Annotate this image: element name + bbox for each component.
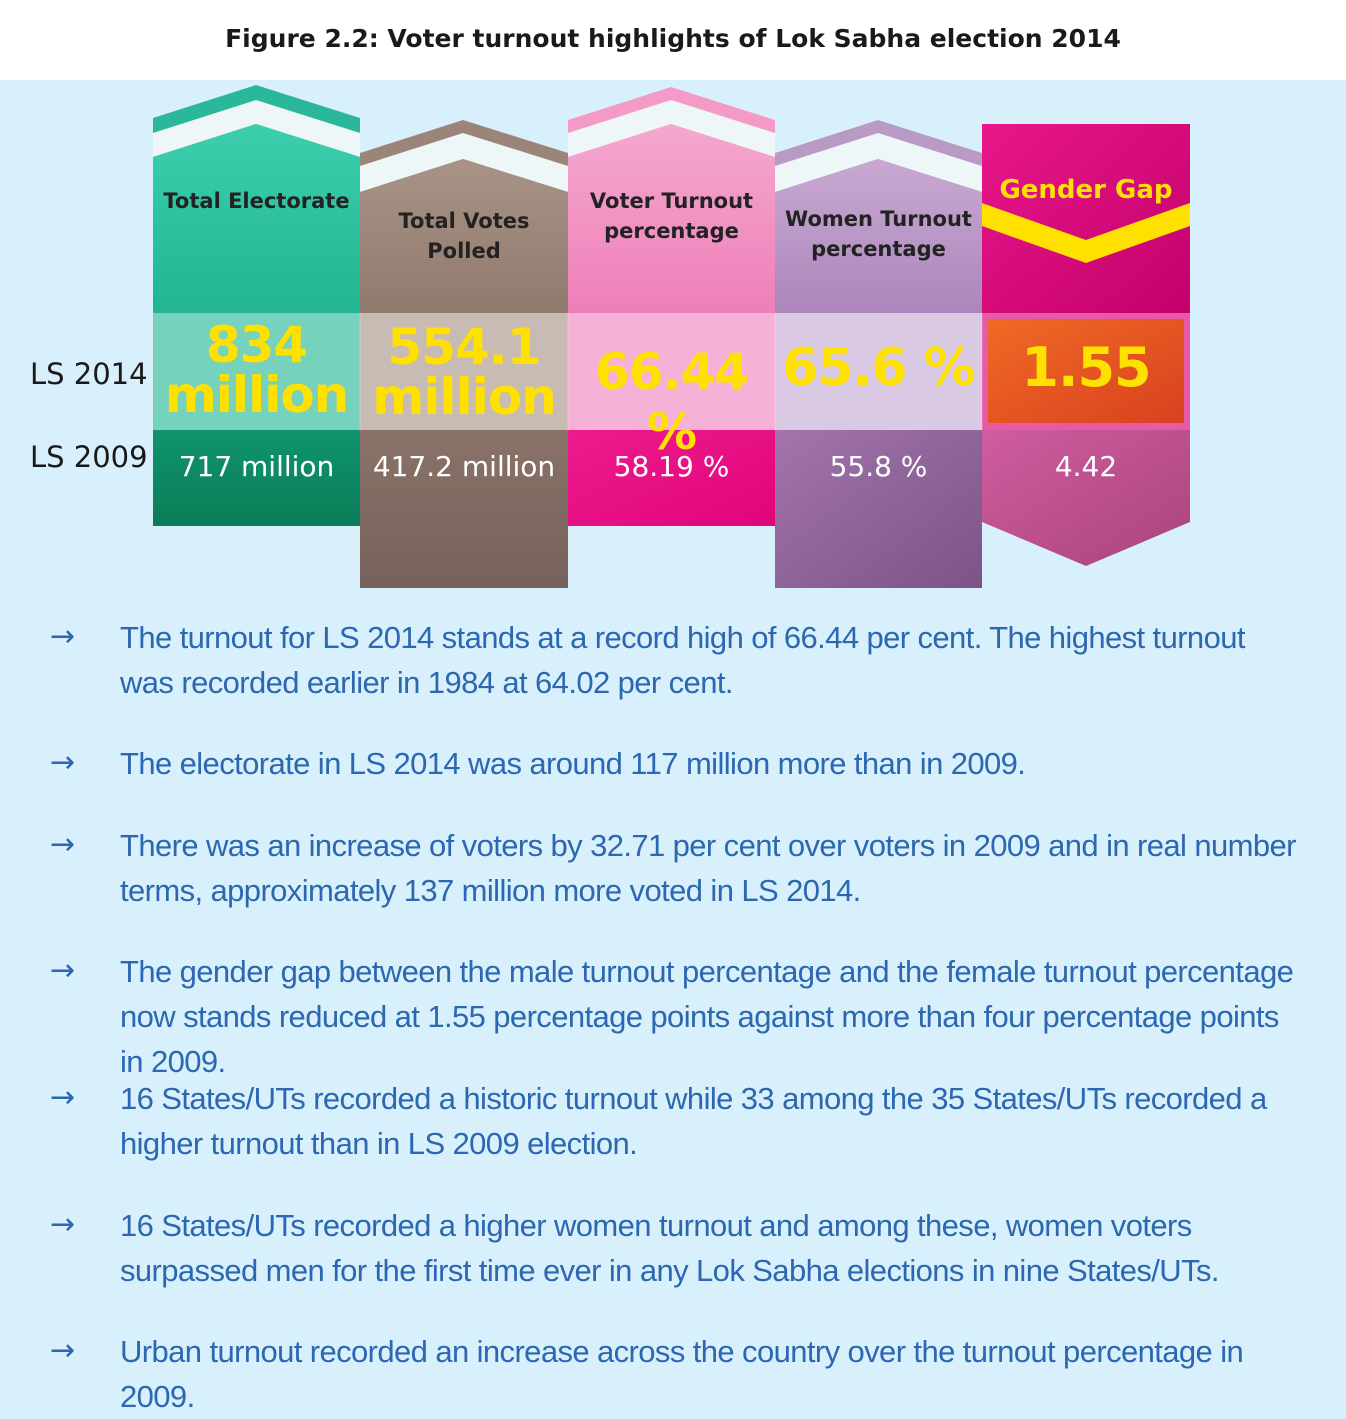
value-2014-women-turnout: 65.6 % (782, 338, 976, 398)
right-arrow-icon: → (50, 953, 76, 988)
column-dividers (359, 313, 983, 430)
right-arrow-icon: → (50, 619, 76, 654)
list-item-text: The gender gap between the male turnout … (120, 954, 1294, 1079)
column-title-total-electorate: Total Electorate (163, 189, 350, 213)
row-label-ls2009: LS 2009 (30, 440, 148, 474)
infographic (153, 85, 1190, 588)
list-item-text: Urban turnout recorded an increase acros… (120, 1334, 1244, 1414)
list-item-text: The electorate in LS 2014 was around 117… (120, 746, 1026, 781)
list-item-text: 16 States/UTs recorded a historic turnou… (120, 1081, 1267, 1161)
value-2009-total-electorate: 717 million (178, 450, 335, 483)
right-arrow-icon: → (50, 745, 76, 780)
value-2014-total-votes-polled: 554.1 million (372, 318, 557, 426)
value-2014-total-electorate: 834 million (164, 316, 350, 424)
column-title-total-votes-polled: Total Votes Polled (398, 209, 530, 263)
figure-title: Figure 2.2: Voter turnout highlights of … (225, 24, 1121, 53)
column-title-women-turnout: Women Turnout percentage (785, 207, 972, 261)
list-item-text: 16 States/UTs recorded a higher women tu… (120, 1208, 1220, 1288)
value-2014-gender-gap: 1.55 (1021, 336, 1151, 399)
value-2009-gender-gap: 4.42 (1054, 450, 1118, 483)
title-bar (0, 0, 1346, 80)
value-2014-voter-turnout: 66.44 % (594, 343, 749, 461)
right-arrow-icon: → (50, 1333, 76, 1368)
row-label-ls2014: LS 2014 (30, 357, 148, 391)
value-2009-total-votes-polled: 417.2 million (372, 450, 556, 483)
value-2009-women-turnout: 55.8 % (829, 450, 928, 483)
value-2009-voter-turnout: 58.19 % (613, 450, 730, 483)
list-item-text: The turnout for LS 2014 stands at a reco… (120, 620, 1245, 700)
column-women-turnout (775, 120, 982, 588)
column-gender-gap (982, 124, 1190, 566)
list-item-text: There was an increase of voters by 32.71… (120, 828, 1296, 908)
column-voter-turnout (568, 87, 775, 526)
column-title-voter-turnout: Voter Turnout percentage (589, 189, 754, 243)
column-total-votes-polled (360, 120, 568, 588)
right-arrow-icon: → (50, 1207, 76, 1242)
column-title-gender-gap: Gender Gap (999, 175, 1173, 205)
column-total-electorate (153, 85, 360, 526)
right-arrow-icon: → (50, 1080, 76, 1115)
right-arrow-icon: → (50, 827, 76, 862)
